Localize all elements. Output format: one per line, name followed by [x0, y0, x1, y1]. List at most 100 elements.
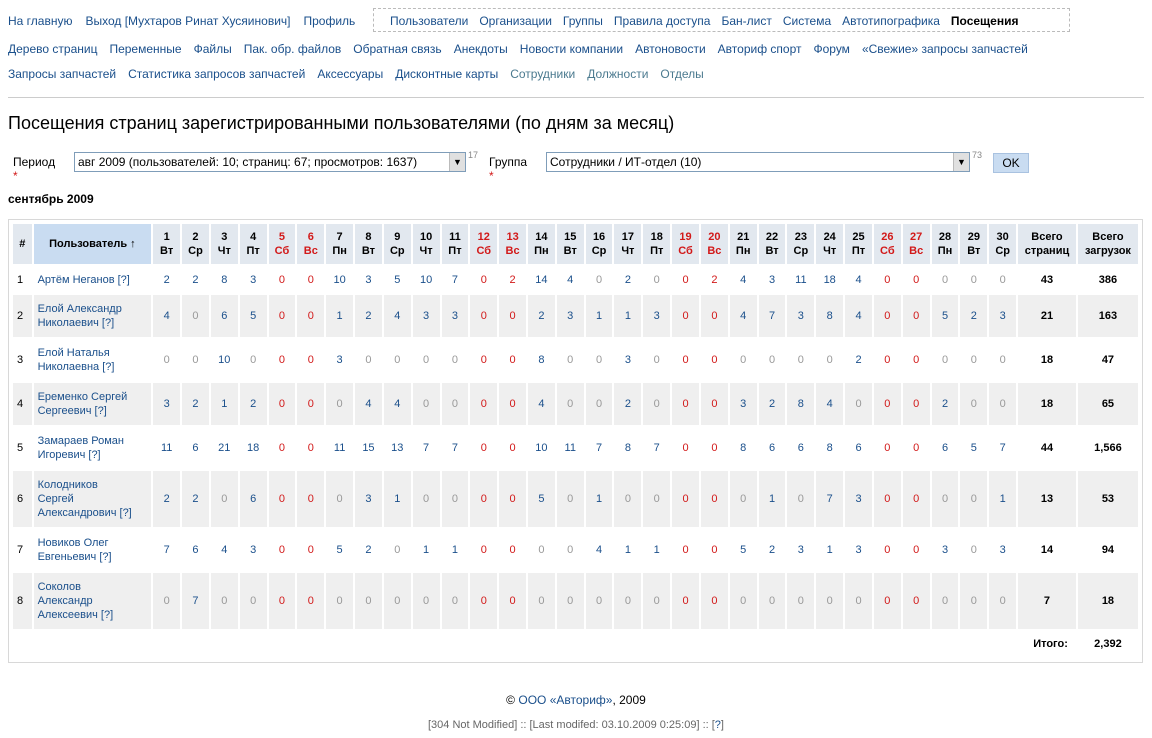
company-link[interactable]: ООО «Авториф»: [518, 693, 613, 707]
day-value: 0: [470, 427, 498, 469]
day-value: 0: [902, 266, 930, 293]
col-day-7: 7 Пн: [326, 224, 354, 264]
help-link[interactable]: ?: [714, 719, 721, 731]
user-link[interactable]: Замараев Роман: [37, 435, 124, 447]
user-link[interactable]: Елой Александр: [37, 303, 122, 315]
day-value: 2: [700, 266, 728, 293]
day-value: 3: [355, 266, 382, 293]
day-value: 18: [239, 427, 267, 469]
admin-nav-link-0[interactable]: Пользователи: [390, 14, 469, 28]
day-value: 0: [845, 383, 872, 425]
module-link-10[interactable]: «Свежие» запросы запчастей: [861, 42, 1028, 56]
day-value: 0: [989, 573, 1017, 629]
group-select[interactable]: Сотрудники / ИТ-отдел (10) ▼: [546, 152, 970, 172]
chevron-down-icon[interactable]: ▼: [449, 153, 465, 171]
day-value: 3: [787, 295, 815, 337]
nav-link-1[interactable]: Выход [Мухтаров Ринат Хусяинович]: [85, 14, 291, 28]
admin-nav-link-3[interactable]: Правила доступа: [613, 14, 711, 28]
day-value: 5: [326, 529, 354, 571]
day-value: 2: [182, 383, 209, 425]
user-link[interactable]: Колодников: [37, 479, 98, 491]
col-day-1: 1 Вт: [153, 224, 181, 264]
day-value: 0: [585, 383, 613, 425]
day-value: 0: [326, 383, 354, 425]
module-link-3[interactable]: Пак. обр. файлов: [243, 42, 342, 56]
nav-link-0[interactable]: На главную: [8, 14, 73, 28]
module-link-r3-1[interactable]: Статистика запросов запчастей: [128, 67, 306, 81]
day-value: 0: [700, 427, 728, 469]
user-link[interactable]: Игоревич [?]: [37, 449, 101, 461]
total-loads: 47: [1077, 339, 1138, 381]
admin-nav-link-4[interactable]: Бан-лист: [721, 14, 772, 28]
user-link[interactable]: Александрович [?]: [37, 507, 132, 519]
user-link[interactable]: Соколов: [37, 581, 81, 593]
user-link[interactable]: Новиков Олег: [37, 537, 109, 549]
staff-link-0[interactable]: Сотрудники: [510, 67, 576, 81]
day-number: 5: [278, 231, 286, 243]
day-value: 0: [556, 383, 584, 425]
row-index: 3: [13, 339, 32, 381]
col-day-14: 14 Пн: [528, 224, 555, 264]
day-value: 0: [902, 339, 930, 381]
user-link[interactable]: Александр: [37, 595, 93, 607]
day-value: 0: [873, 427, 901, 469]
user-link[interactable]: Сергей: [37, 493, 74, 505]
ok-button[interactable]: OK: [993, 153, 1029, 173]
day-value: 1: [758, 471, 786, 527]
staff-link-2[interactable]: Отделы: [660, 67, 704, 81]
day-value: 0: [902, 383, 930, 425]
day-number: 9: [394, 231, 401, 243]
col-day-30: 30 Ср: [989, 224, 1017, 264]
module-link-6[interactable]: Новости компании: [519, 42, 624, 56]
day-value: 0: [873, 295, 901, 337]
day-value: 4: [383, 295, 411, 337]
user-link[interactable]: Елой Наталья: [37, 347, 110, 359]
module-link-4[interactable]: Обратная связь: [353, 42, 442, 56]
module-link-8[interactable]: Авториф спорт: [717, 42, 802, 56]
table-row: 6 Колодников Сергей Александрович [?] 2 2 0 6 0 0…: [13, 471, 1138, 527]
day-value: 0: [931, 339, 959, 381]
col-total-pages: Всего страниц: [1018, 224, 1076, 264]
day-value: 0: [672, 339, 699, 381]
module-link-r3-0[interactable]: Запросы запчастей: [8, 67, 117, 81]
day-value: 0: [873, 339, 901, 381]
day-value: 2: [528, 295, 555, 337]
day-value: 0: [700, 383, 728, 425]
day-value: 0: [441, 339, 469, 381]
period-select[interactable]: авг 2009 (пользователей: 10; страниц: 67…: [74, 152, 466, 172]
day-weekday: Пт: [448, 245, 462, 257]
admin-nav-link-1[interactable]: Организации: [479, 14, 552, 28]
admin-nav-link-6[interactable]: Автотипографика: [842, 14, 940, 28]
nav-link-2[interactable]: Профиль: [303, 14, 356, 28]
user-link[interactable]: Сергеевич [?]: [37, 405, 107, 417]
user-link[interactable]: Еременко Сергей: [37, 391, 128, 403]
table-row: 7 Новиков Олег Евгеньевич [?] 7 6 4 3 0 0 5 2 0 1 1 0 0…: [13, 529, 1138, 571]
user-link[interactable]: Артём Неганов [?]: [37, 273, 130, 286]
day-value: 0: [499, 427, 526, 469]
admin-nav-link-5[interactable]: Система: [782, 14, 832, 28]
day-value: 3: [412, 295, 440, 337]
module-link-r3-3[interactable]: Дисконтные карты: [395, 67, 499, 81]
user-link[interactable]: Евгеньевич [?]: [37, 551, 112, 563]
module-link-9[interactable]: Форум: [813, 42, 850, 56]
module-link-5[interactable]: Анекдоты: [453, 42, 508, 56]
user-link[interactable]: Алексеевич [?]: [37, 609, 114, 621]
col-user-sort[interactable]: Пользователь ↑: [33, 224, 152, 264]
staff-link-1[interactable]: Должности: [587, 67, 649, 81]
chevron-down-icon[interactable]: ▼: [953, 153, 969, 171]
day-value: 3: [845, 471, 872, 527]
user-link[interactable]: Николаевна [?]: [37, 361, 115, 373]
day-weekday: Пт: [650, 245, 664, 257]
module-link-2[interactable]: Файлы: [193, 42, 232, 56]
day-value: 0: [297, 573, 325, 629]
day-value: 0: [902, 295, 930, 337]
module-link-1[interactable]: Переменные: [109, 42, 182, 56]
day-value: 3: [729, 383, 757, 425]
day-value: 0: [297, 295, 325, 337]
module-link-r3-2[interactable]: Аксессуары: [317, 67, 384, 81]
user-link[interactable]: Николаевич [?]: [37, 317, 115, 329]
admin-nav-link-2[interactable]: Группы: [562, 14, 603, 28]
module-link-0[interactable]: Дерево страниц: [8, 42, 98, 56]
day-value: 0: [931, 471, 959, 527]
module-link-7[interactable]: Автоновости: [635, 42, 706, 56]
